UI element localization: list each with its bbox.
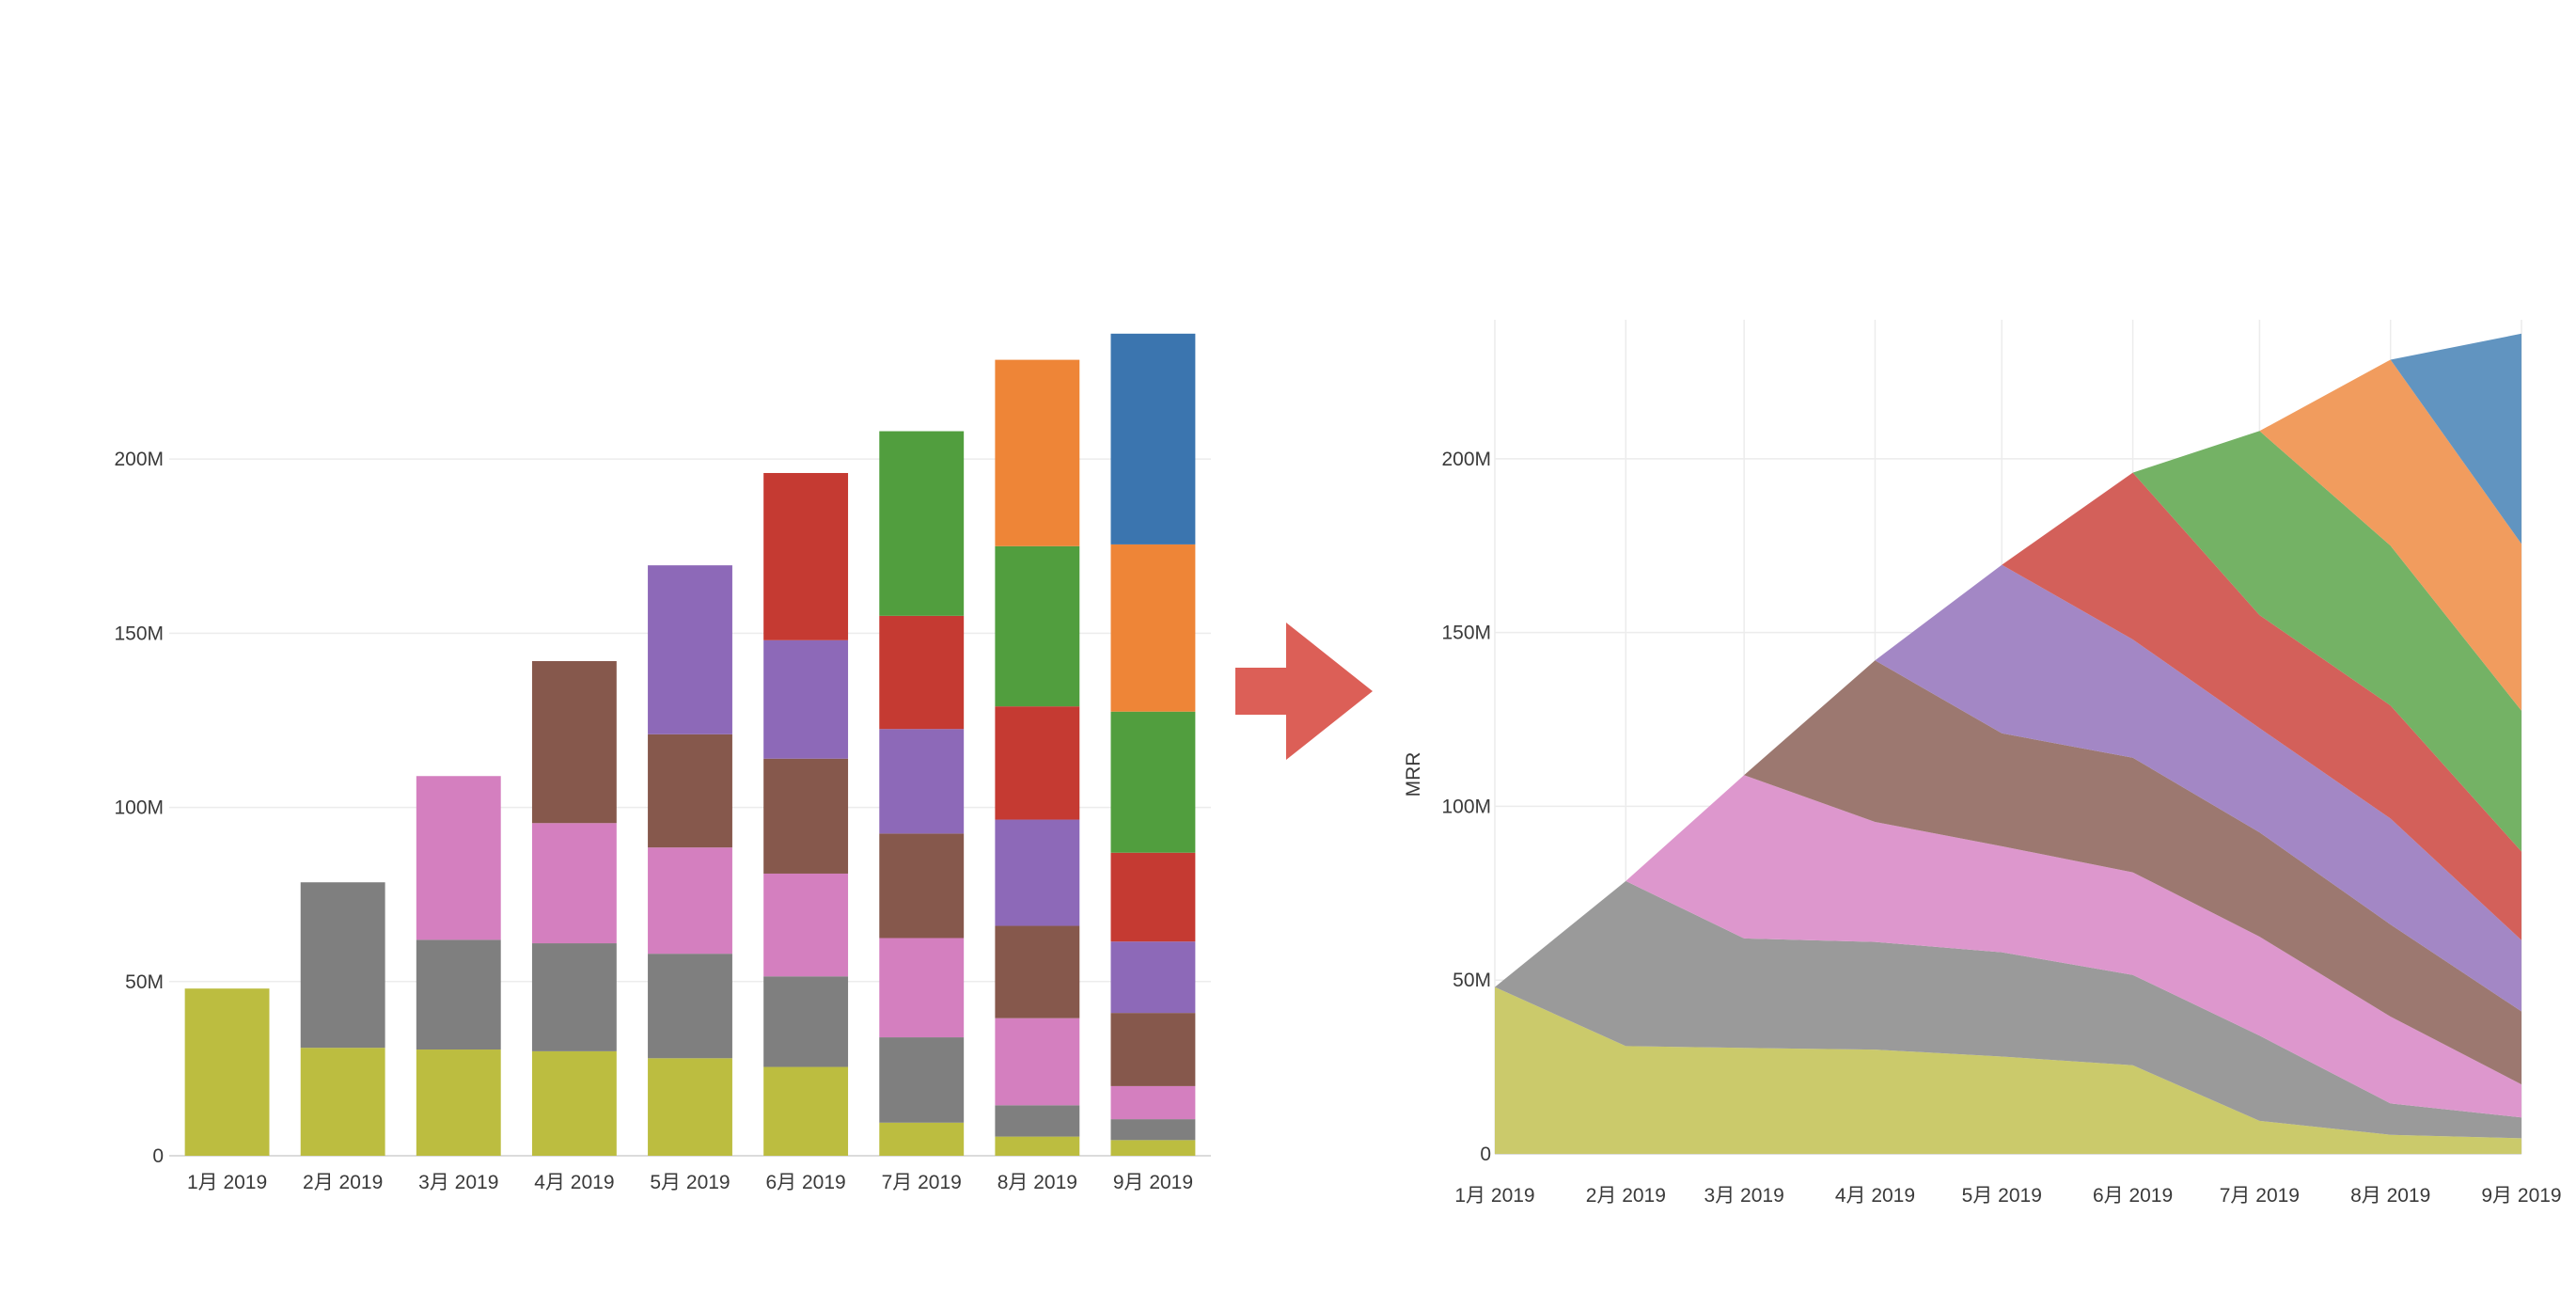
- area-series: [1495, 359, 2521, 987]
- bar-segment: [1110, 711, 1196, 853]
- bar-segment: [416, 1049, 501, 1156]
- x-tick-label: 6月 2019: [765, 1172, 845, 1193]
- bar-segment: [531, 661, 617, 824]
- area-series: [1495, 880, 2521, 1139]
- bar-segment: [416, 939, 501, 1050]
- y-tick-label: 0: [1480, 1144, 1491, 1165]
- x-tick-label: 7月 2019: [2220, 1185, 2300, 1207]
- area-series: [1495, 472, 2521, 987]
- bar-segment: [648, 1058, 732, 1156]
- bar-segment: [1110, 1013, 1196, 1086]
- x-tick-label: 6月 2019: [2093, 1185, 2173, 1207]
- y-tick-label: 0: [152, 1145, 164, 1167]
- area-series: [1495, 431, 2521, 987]
- x-tick-label: 1月 2019: [187, 1172, 267, 1193]
- area-series: [1495, 660, 2521, 1085]
- bar-segment: [648, 847, 732, 955]
- stacked-area-chart: 0 50M 100M 150M 200M 1月 2019 2月 2019 3月 2019 4月 …: [1403, 320, 2562, 1207]
- bar-segment: [1110, 1140, 1196, 1156]
- area-series: [1495, 564, 2521, 1012]
- area-series: [1495, 775, 2521, 1118]
- x-tick-label: 2月 2019: [1586, 1185, 1666, 1207]
- x-tick-label: 4月 2019: [534, 1172, 614, 1193]
- bar-segment: [1110, 1119, 1196, 1141]
- bar-segment: [531, 823, 617, 944]
- y-tick-label: 150M: [1441, 623, 1491, 644]
- bar-segment: [995, 819, 1080, 926]
- x-tick-label: 8月 2019: [2350, 1185, 2430, 1207]
- bar-segment: [995, 1018, 1080, 1106]
- arrow-icon: [1235, 623, 1373, 760]
- bar-segment: [648, 565, 732, 734]
- y-tick-label: 100M: [1441, 796, 1491, 817]
- x-tick-label: 4月 2019: [1835, 1185, 1915, 1207]
- bar-segment: [995, 359, 1080, 546]
- bar-segment: [879, 729, 965, 834]
- bar-segment: [995, 545, 1080, 707]
- bar-segment: [763, 758, 849, 874]
- bar-segment: [184, 988, 270, 1156]
- bar-segment: [1110, 852, 1196, 942]
- bar-segment: [995, 925, 1080, 1018]
- y-tick-label: 200M: [1441, 449, 1491, 470]
- x-tick-label: 8月 2019: [997, 1172, 1077, 1193]
- bar-segment: [648, 954, 732, 1059]
- bar-segment: [995, 1105, 1080, 1137]
- x-tick-label: 5月 2019: [1962, 1185, 2042, 1207]
- area-series: [1495, 986, 2521, 1154]
- y-tick-label: 50M: [1453, 970, 1491, 991]
- bar-segment: [763, 873, 849, 977]
- bar-segment: [1110, 333, 1196, 544]
- bar-segment: [763, 472, 849, 640]
- bar-segment: [879, 431, 965, 616]
- bar-segment: [763, 976, 849, 1067]
- x-tick-label: 9月 2019: [2481, 1185, 2561, 1207]
- y-tick-label: 200M: [114, 449, 164, 470]
- bar-segment: [416, 776, 501, 940]
- bar-segment: [1110, 941, 1196, 1014]
- x-tick-label: 3月 2019: [418, 1172, 498, 1193]
- bar-segment: [763, 639, 849, 759]
- y-axis-title: MRR: [1403, 752, 1424, 797]
- bar-segment: [531, 943, 617, 1051]
- bar-segment: [879, 615, 965, 730]
- y-tick-label: 50M: [125, 971, 164, 993]
- stacked-bar-chart: 0 50M 100M 150M 200M 1月 2019 2月 2019 3月 2019 4月 …: [114, 333, 1211, 1193]
- bar-segment: [879, 1122, 965, 1156]
- bar-segment: [1110, 544, 1196, 712]
- x-tick-label: 1月 2019: [1454, 1185, 1534, 1207]
- bar-segment: [879, 938, 965, 1038]
- x-tick-label: 9月 2019: [1113, 1172, 1193, 1193]
- area-series: [1495, 333, 2521, 987]
- arrow-shape: [1235, 623, 1373, 760]
- y-tick-label: 150M: [114, 623, 164, 644]
- bar-segment: [1110, 1085, 1196, 1120]
- bar-segment: [995, 706, 1080, 820]
- y-tick-label: 100M: [114, 797, 164, 819]
- x-tick-label: 7月 2019: [882, 1172, 962, 1193]
- bar-segment: [531, 1050, 617, 1156]
- bar-segment: [648, 734, 732, 848]
- bar-segment: [763, 1066, 849, 1156]
- bar-segment: [995, 1136, 1080, 1156]
- bar-segment: [300, 882, 385, 1049]
- x-tick-label: 3月 2019: [1704, 1185, 1784, 1207]
- x-tick-label: 2月 2019: [303, 1172, 383, 1193]
- x-tick-label: 5月 2019: [650, 1172, 730, 1193]
- bar-segment: [300, 1048, 385, 1156]
- bar-segment: [879, 833, 965, 939]
- bar-segment: [879, 1037, 965, 1123]
